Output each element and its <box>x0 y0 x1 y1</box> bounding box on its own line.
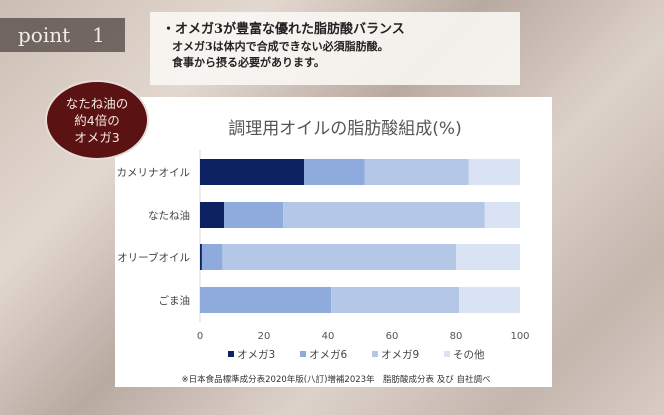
x-tick-label: 80 <box>450 331 463 342</box>
legend-label: その他 <box>453 348 485 361</box>
legend-swatch <box>444 351 450 357</box>
bar-segment <box>201 244 223 270</box>
bar-segment <box>468 159 520 185</box>
x-tick-label: 60 <box>386 331 399 342</box>
point-label: point 1 <box>0 18 125 52</box>
category-label: ごま油 <box>159 294 191 307</box>
chart-title: 調理用オイルの脂肪酸組成(%) <box>228 119 461 139</box>
bar-segment <box>200 244 202 270</box>
category-label: オリーブオイル <box>117 251 190 264</box>
info-heading: ・オメガ3が豊富な優れた脂肪酸バランス <box>162 22 405 37</box>
point-number: 1 <box>92 23 105 47</box>
legend-swatch <box>228 351 234 357</box>
x-tick-label: 100 <box>510 331 529 342</box>
bubble-line: 約4倍の <box>74 112 120 128</box>
bar-segment <box>222 244 456 270</box>
bar-segment <box>200 159 304 185</box>
chart-footnote: ※日本食品標準成分表2020年版(八訂)増補2023年 脂肪酸成分表 及び 自社… <box>182 374 491 385</box>
bar-segment <box>364 159 469 185</box>
x-tick-label: 0 <box>197 331 203 342</box>
legend-label: オメガ3 <box>237 349 275 361</box>
legend-label: オメガ9 <box>381 349 419 361</box>
point-text: point <box>18 23 71 47</box>
bubble-line: オメガ3 <box>74 129 120 145</box>
bar-segment <box>459 287 520 313</box>
bar-segment <box>283 202 485 228</box>
legend-swatch <box>372 351 378 357</box>
bubble-line: なたね油の <box>65 95 129 111</box>
bar-segment <box>200 287 332 313</box>
bar-segment <box>331 287 460 313</box>
x-tick-label: 40 <box>322 331 335 342</box>
bar-segment <box>456 244 520 270</box>
bar-segment <box>484 202 520 228</box>
bar-segment <box>224 202 284 228</box>
chart-panel <box>115 97 552 387</box>
category-label: カメリナオイル <box>117 167 191 179</box>
legend-swatch <box>300 351 306 357</box>
info-line: 食事から摂る必要があります。 <box>172 56 325 69</box>
info-line: オメガ3は体内で合成できない必須脂肪酸。 <box>172 40 389 53</box>
legend-label: オメガ6 <box>309 349 347 361</box>
category-label: なたね油 <box>148 209 190 222</box>
x-tick-label: 20 <box>258 331 271 342</box>
bar-segment <box>200 202 224 228</box>
bar-segment <box>304 159 365 185</box>
callout-bubble: なたね油の 約4倍の オメガ3 <box>45 80 149 160</box>
info-box: ・オメガ3が豊富な優れた脂肪酸バランス オメガ3は体内で合成できない必須脂肪酸。… <box>150 12 520 85</box>
